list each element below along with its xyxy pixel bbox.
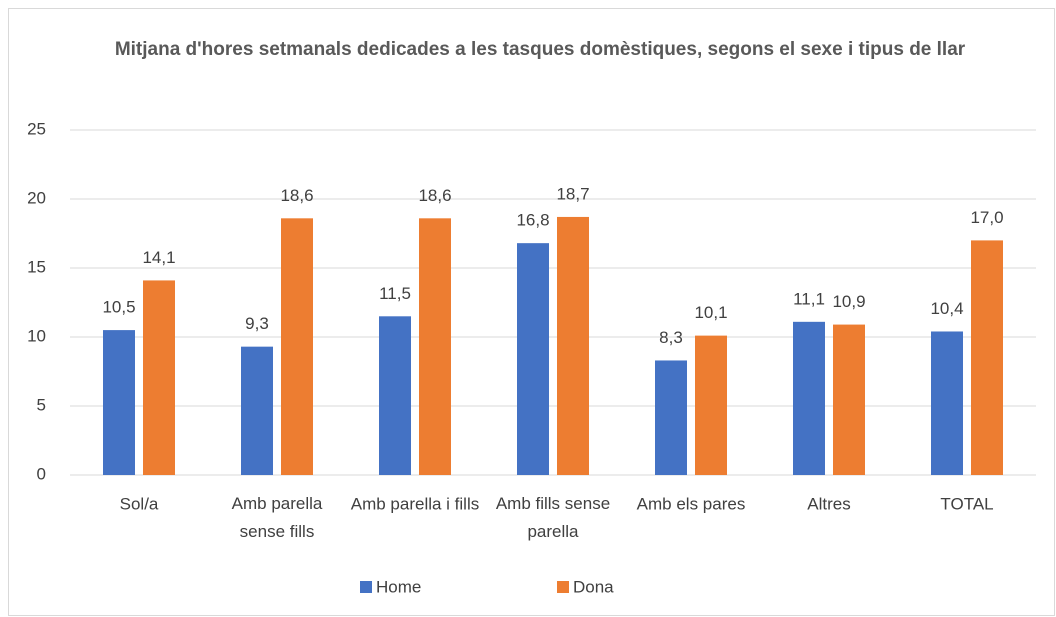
- y-tick-label: 10: [27, 326, 46, 345]
- bar: [931, 331, 963, 475]
- bar: [695, 335, 727, 475]
- data-label: 10,1: [694, 303, 727, 322]
- data-label: 14,1: [142, 248, 175, 267]
- y-tick-label: 25: [27, 119, 46, 138]
- bar: [793, 321, 825, 475]
- bar: [143, 280, 175, 475]
- y-tick-label: 5: [37, 395, 46, 414]
- data-label: 16,8: [516, 211, 549, 230]
- data-label: 11,1: [793, 289, 825, 308]
- x-tick-label: TOTAL: [940, 494, 993, 513]
- x-tick-label: Sol/a: [120, 494, 159, 513]
- bar: [241, 346, 273, 475]
- x-tick-label: Amb parella sense fills: [232, 494, 323, 541]
- bar: [655, 360, 687, 475]
- legend-swatch: [557, 581, 569, 593]
- data-label: 10,5: [102, 298, 135, 317]
- data-label: 10,9: [832, 292, 865, 311]
- data-label: 17,0: [970, 208, 1003, 227]
- data-label: 10,4: [930, 299, 963, 318]
- bar: [103, 330, 135, 475]
- data-label: 18,6: [418, 186, 451, 205]
- bar: [517, 243, 549, 475]
- bar: [833, 324, 865, 475]
- data-label: 8,3: [659, 328, 683, 347]
- bar: [557, 216, 589, 475]
- bar: [419, 218, 451, 475]
- data-label: 9,3: [245, 314, 269, 333]
- y-tick-label: 15: [27, 257, 46, 276]
- legend-swatch: [360, 581, 372, 593]
- x-tick-label: Amb els pares: [637, 494, 746, 513]
- data-label: 11,5: [379, 284, 411, 303]
- bar: [971, 240, 1003, 475]
- x-tick-label: Amb parella i fills: [351, 494, 480, 513]
- bar: [379, 316, 411, 475]
- x-tick-label: Amb fills sense parella: [496, 494, 610, 541]
- chart-title: Mitjana d'hores setmanals dedicades a le…: [115, 39, 966, 60]
- data-label: 18,7: [556, 184, 589, 203]
- legend-label: Home: [376, 577, 421, 596]
- y-tick-label: 20: [27, 188, 46, 207]
- legend-label: Dona: [573, 577, 614, 596]
- data-label: 18,6: [280, 186, 313, 205]
- bar: [281, 218, 313, 475]
- x-tick-label: Altres: [807, 494, 850, 513]
- y-tick-label: 0: [37, 464, 46, 483]
